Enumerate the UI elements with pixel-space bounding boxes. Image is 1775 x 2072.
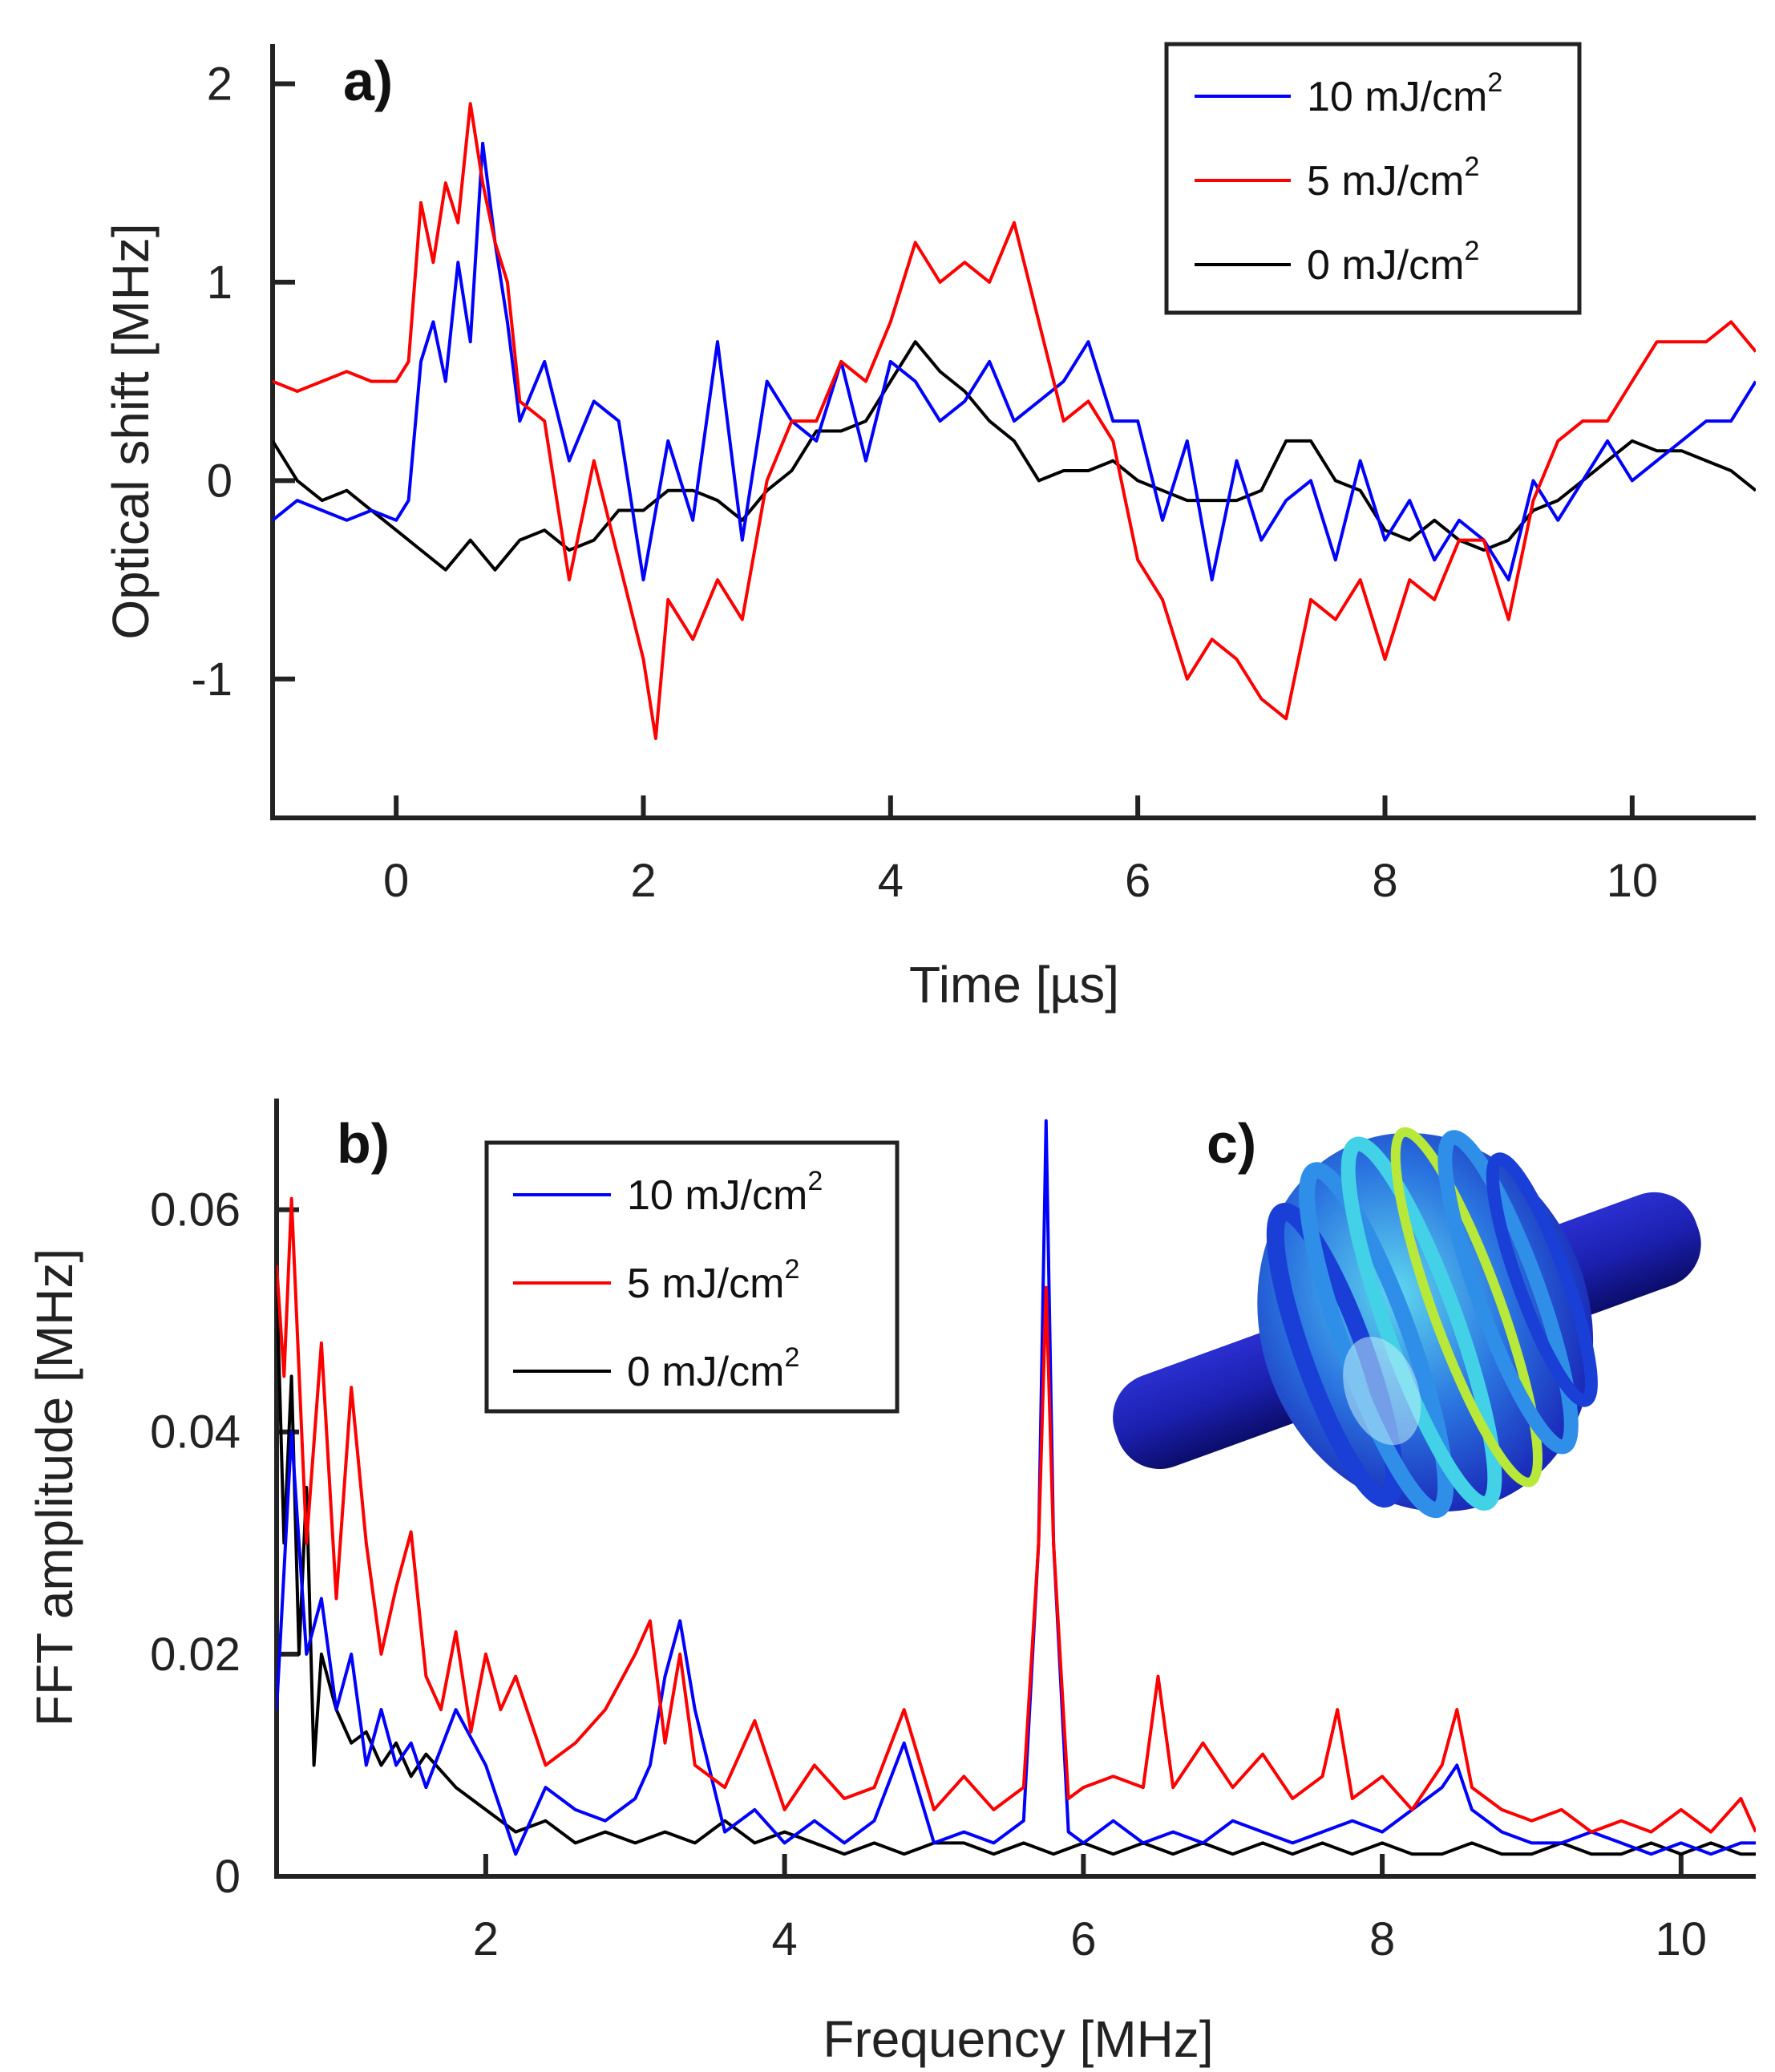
resonator-ring-4 (1437, 1130, 1579, 1455)
resonator-ring-3 (1340, 1136, 1502, 1511)
chart-b-legend-label-5: 5 mJ/cm2 (627, 1254, 799, 1307)
chart-b: 2 4 6 8 10 0 0.02 0.04 0.06 b) Frequency [MHz] F… (26, 1099, 1756, 2068)
chart-a: 0 2 4 6 8 10 -1 0 1 2 a) Time [µs] Optical shift … (102, 42, 1756, 1014)
chart-b-panel-label: b) (337, 1112, 390, 1175)
chart-b-y-tick-label: 0 (215, 1851, 241, 1903)
chart-b-series-line (277, 1119, 1756, 1856)
chart-b-x-axis-label: Frequency [MHz] (823, 2010, 1213, 2068)
inset-c: c) (1113, 1112, 1701, 1519)
chart-b-axes (274, 1099, 1756, 1879)
chart-a-axes (270, 44, 1756, 820)
chart-b-x-tick-label: 2 (473, 1913, 499, 1965)
chart-b-y-tick-label: 0.04 (150, 1406, 241, 1459)
chart-a-x-axis-label: Time [µs] (909, 956, 1119, 1014)
chart-a-x-tick-label: 0 (383, 855, 409, 907)
chart-b-series-line (277, 1276, 1756, 1856)
chart-b-series-line (277, 1196, 1756, 1834)
chart-b-x-tick-label: 10 (1656, 1913, 1708, 1965)
chart-b-legend-label-0: 0 mJ/cm2 (627, 1342, 799, 1395)
chart-b-legend-label-10: 10 mJ/cm2 (627, 1166, 823, 1219)
chart-a-y-tick-label: -1 (191, 654, 232, 706)
chart-b-x-tick-label: 8 (1369, 1913, 1395, 1965)
chart-a-series-line (273, 141, 1756, 582)
chart-b-x-tick-label: 6 (1070, 1913, 1096, 1965)
chart-b-legend-box (484, 1140, 900, 1414)
chart-b-legend: 10 mJ/cm2 5 mJ/cm2 0 mJ/cm2 (484, 1140, 900, 1414)
chart-a-x-tick-label: 6 (1125, 855, 1150, 907)
chart-a-legend-label-5: 5 mJ/cm2 (1307, 152, 1479, 204)
chart-a-y-tick-label: 1 (207, 257, 232, 309)
chart-b-series (277, 1119, 1756, 1856)
chart-a-x-tick-label: 2 (630, 855, 656, 907)
resonator-ring-hot (1390, 1127, 1543, 1487)
inset-c-panel-label: c) (1207, 1112, 1256, 1175)
chart-b-y-tick-label: 0.06 (150, 1184, 241, 1236)
resonator-ring-2 (1299, 1162, 1454, 1519)
chart-a-x-tick-label: 10 (1607, 855, 1659, 907)
chart-a-legend: 10 mJ/cm2 5 mJ/cm2 0 mJ/cm2 (1164, 42, 1582, 315)
chart-a-legend-label-0: 0 mJ/cm2 (1307, 236, 1479, 289)
resonator-highlight (1343, 1337, 1421, 1446)
chart-a-series (273, 102, 1756, 740)
chart-a-y-tick-label: 2 (207, 58, 232, 110)
chart-a-ticks: 0 2 4 6 8 10 -1 0 1 2 (191, 58, 1658, 907)
chart-b-x-tick-label: 4 (772, 1913, 798, 1965)
chart-a-x-tick-label: 8 (1372, 855, 1397, 907)
chart-b-y-axis-label: FFT amplitude [MHz] (26, 1248, 83, 1726)
resonator-ring-5 (1486, 1152, 1598, 1407)
chart-a-y-axis-label: Optical shift [MHz] (102, 223, 160, 639)
chart-a-series-line (273, 340, 1756, 572)
chart-a-legend-label-10: 10 mJ/cm2 (1307, 67, 1502, 120)
chart-a-panel-label: a) (343, 50, 393, 112)
chart-a-legend-box (1164, 42, 1582, 315)
chart-a-y-tick-label: 0 (207, 455, 232, 507)
chart-a-x-tick-label: 4 (878, 855, 904, 907)
chart-a-series-line (273, 102, 1756, 740)
chart-b-y-tick-label: 0.02 (150, 1629, 241, 1681)
resonator-illustration (1113, 1127, 1701, 1519)
chart-b-ticks: 2 4 6 8 10 0 0.02 0.04 0.06 (150, 1184, 1707, 1965)
